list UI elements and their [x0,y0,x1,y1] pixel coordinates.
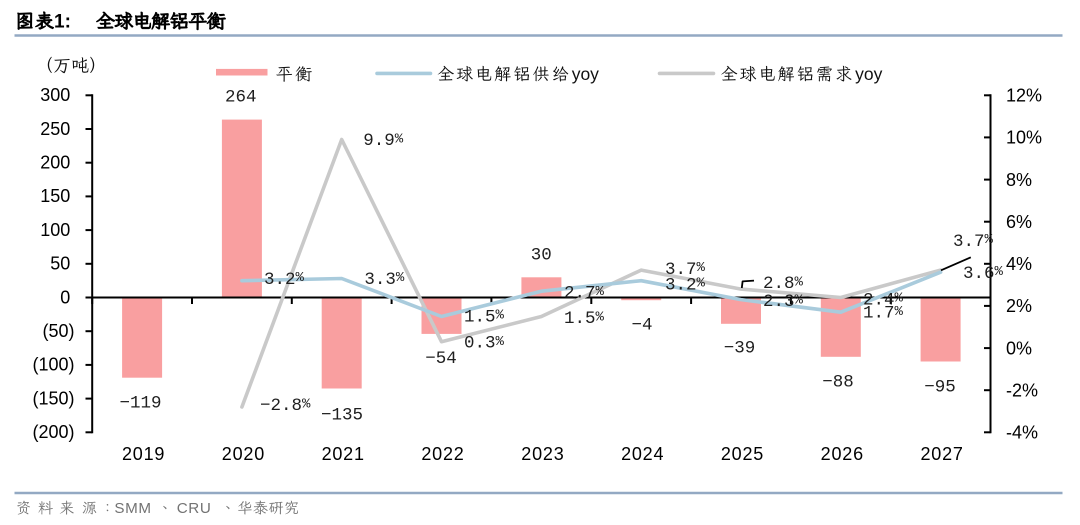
svg-text:−95: −95 [924,377,956,397]
svg-text:(50): (50) [42,321,74,341]
svg-text:3.7%: 3.7% [665,260,706,280]
svg-text:SMM: SMM [114,500,151,517]
svg-text:2022: 2022 [421,444,464,464]
svg-text:3.3%: 3.3% [364,270,405,290]
svg-text:150: 150 [40,186,70,206]
svg-text:3.6%: 3.6% [963,264,1004,284]
svg-text:30: 30 [531,245,552,265]
svg-text:264: 264 [225,87,257,107]
svg-text:200: 200 [40,153,70,173]
svg-text:−54: −54 [425,349,457,369]
svg-text:yoy: yoy [572,64,599,84]
svg-text:6%: 6% [1006,212,1032,232]
svg-text:2024: 2024 [621,444,664,464]
svg-text:-2%: -2% [1006,381,1038,401]
svg-text:-4%: -4% [1006,423,1038,443]
svg-text:4%: 4% [1006,254,1032,274]
svg-text:1.7%: 1.7% [863,304,904,324]
svg-text:2027: 2027 [920,444,963,464]
svg-text:2019: 2019 [122,444,165,464]
svg-text:CRU: CRU [177,500,212,517]
svg-text:2.7%: 2.7% [564,284,605,304]
svg-text:2.4%: 2.4% [863,290,904,310]
svg-text:(100): (100) [32,355,74,375]
svg-text:100: 100 [40,220,70,240]
svg-text:0.3%: 0.3% [464,334,505,354]
svg-text:0%: 0% [1006,338,1032,358]
svg-text:2025: 2025 [721,444,764,464]
svg-text:−135: −135 [321,405,363,425]
svg-text:12%: 12% [1006,86,1042,106]
svg-text:(200): (200) [32,422,74,442]
svg-text:−119: −119 [119,393,161,413]
svg-text:3.2%: 3.2% [264,270,305,290]
svg-text:10%: 10% [1006,128,1042,148]
svg-text:50: 50 [50,254,70,274]
svg-text:(150): (150) [32,388,74,408]
svg-text:−4: −4 [631,316,652,336]
svg-text:1.5%: 1.5% [464,307,505,327]
svg-text:−88: −88 [822,372,854,392]
svg-text:0: 0 [60,287,70,307]
svg-text:−2.8%: −2.8% [260,396,311,416]
svg-text:2021: 2021 [322,444,365,464]
svg-text:300: 300 [40,85,70,105]
svg-text:3.7%: 3.7% [953,232,994,252]
svg-text:8%: 8% [1006,170,1032,190]
svg-text:yoy: yoy [855,64,882,84]
svg-text:2.3%: 2.3% [763,292,804,312]
svg-text:2%: 2% [1006,296,1032,316]
svg-text:2020: 2020 [222,444,265,464]
svg-text:3.2%: 3.2% [665,276,706,296]
svg-text:2.8%: 2.8% [763,274,804,294]
svg-text:250: 250 [40,119,70,139]
svg-text:2023: 2023 [521,444,564,464]
svg-text:1:: 1: [54,12,71,33]
svg-text:2026: 2026 [821,444,864,464]
svg-text:9.9%: 9.9% [363,131,404,151]
svg-text:−39: −39 [724,338,756,358]
svg-text:1.5%: 1.5% [564,309,605,329]
